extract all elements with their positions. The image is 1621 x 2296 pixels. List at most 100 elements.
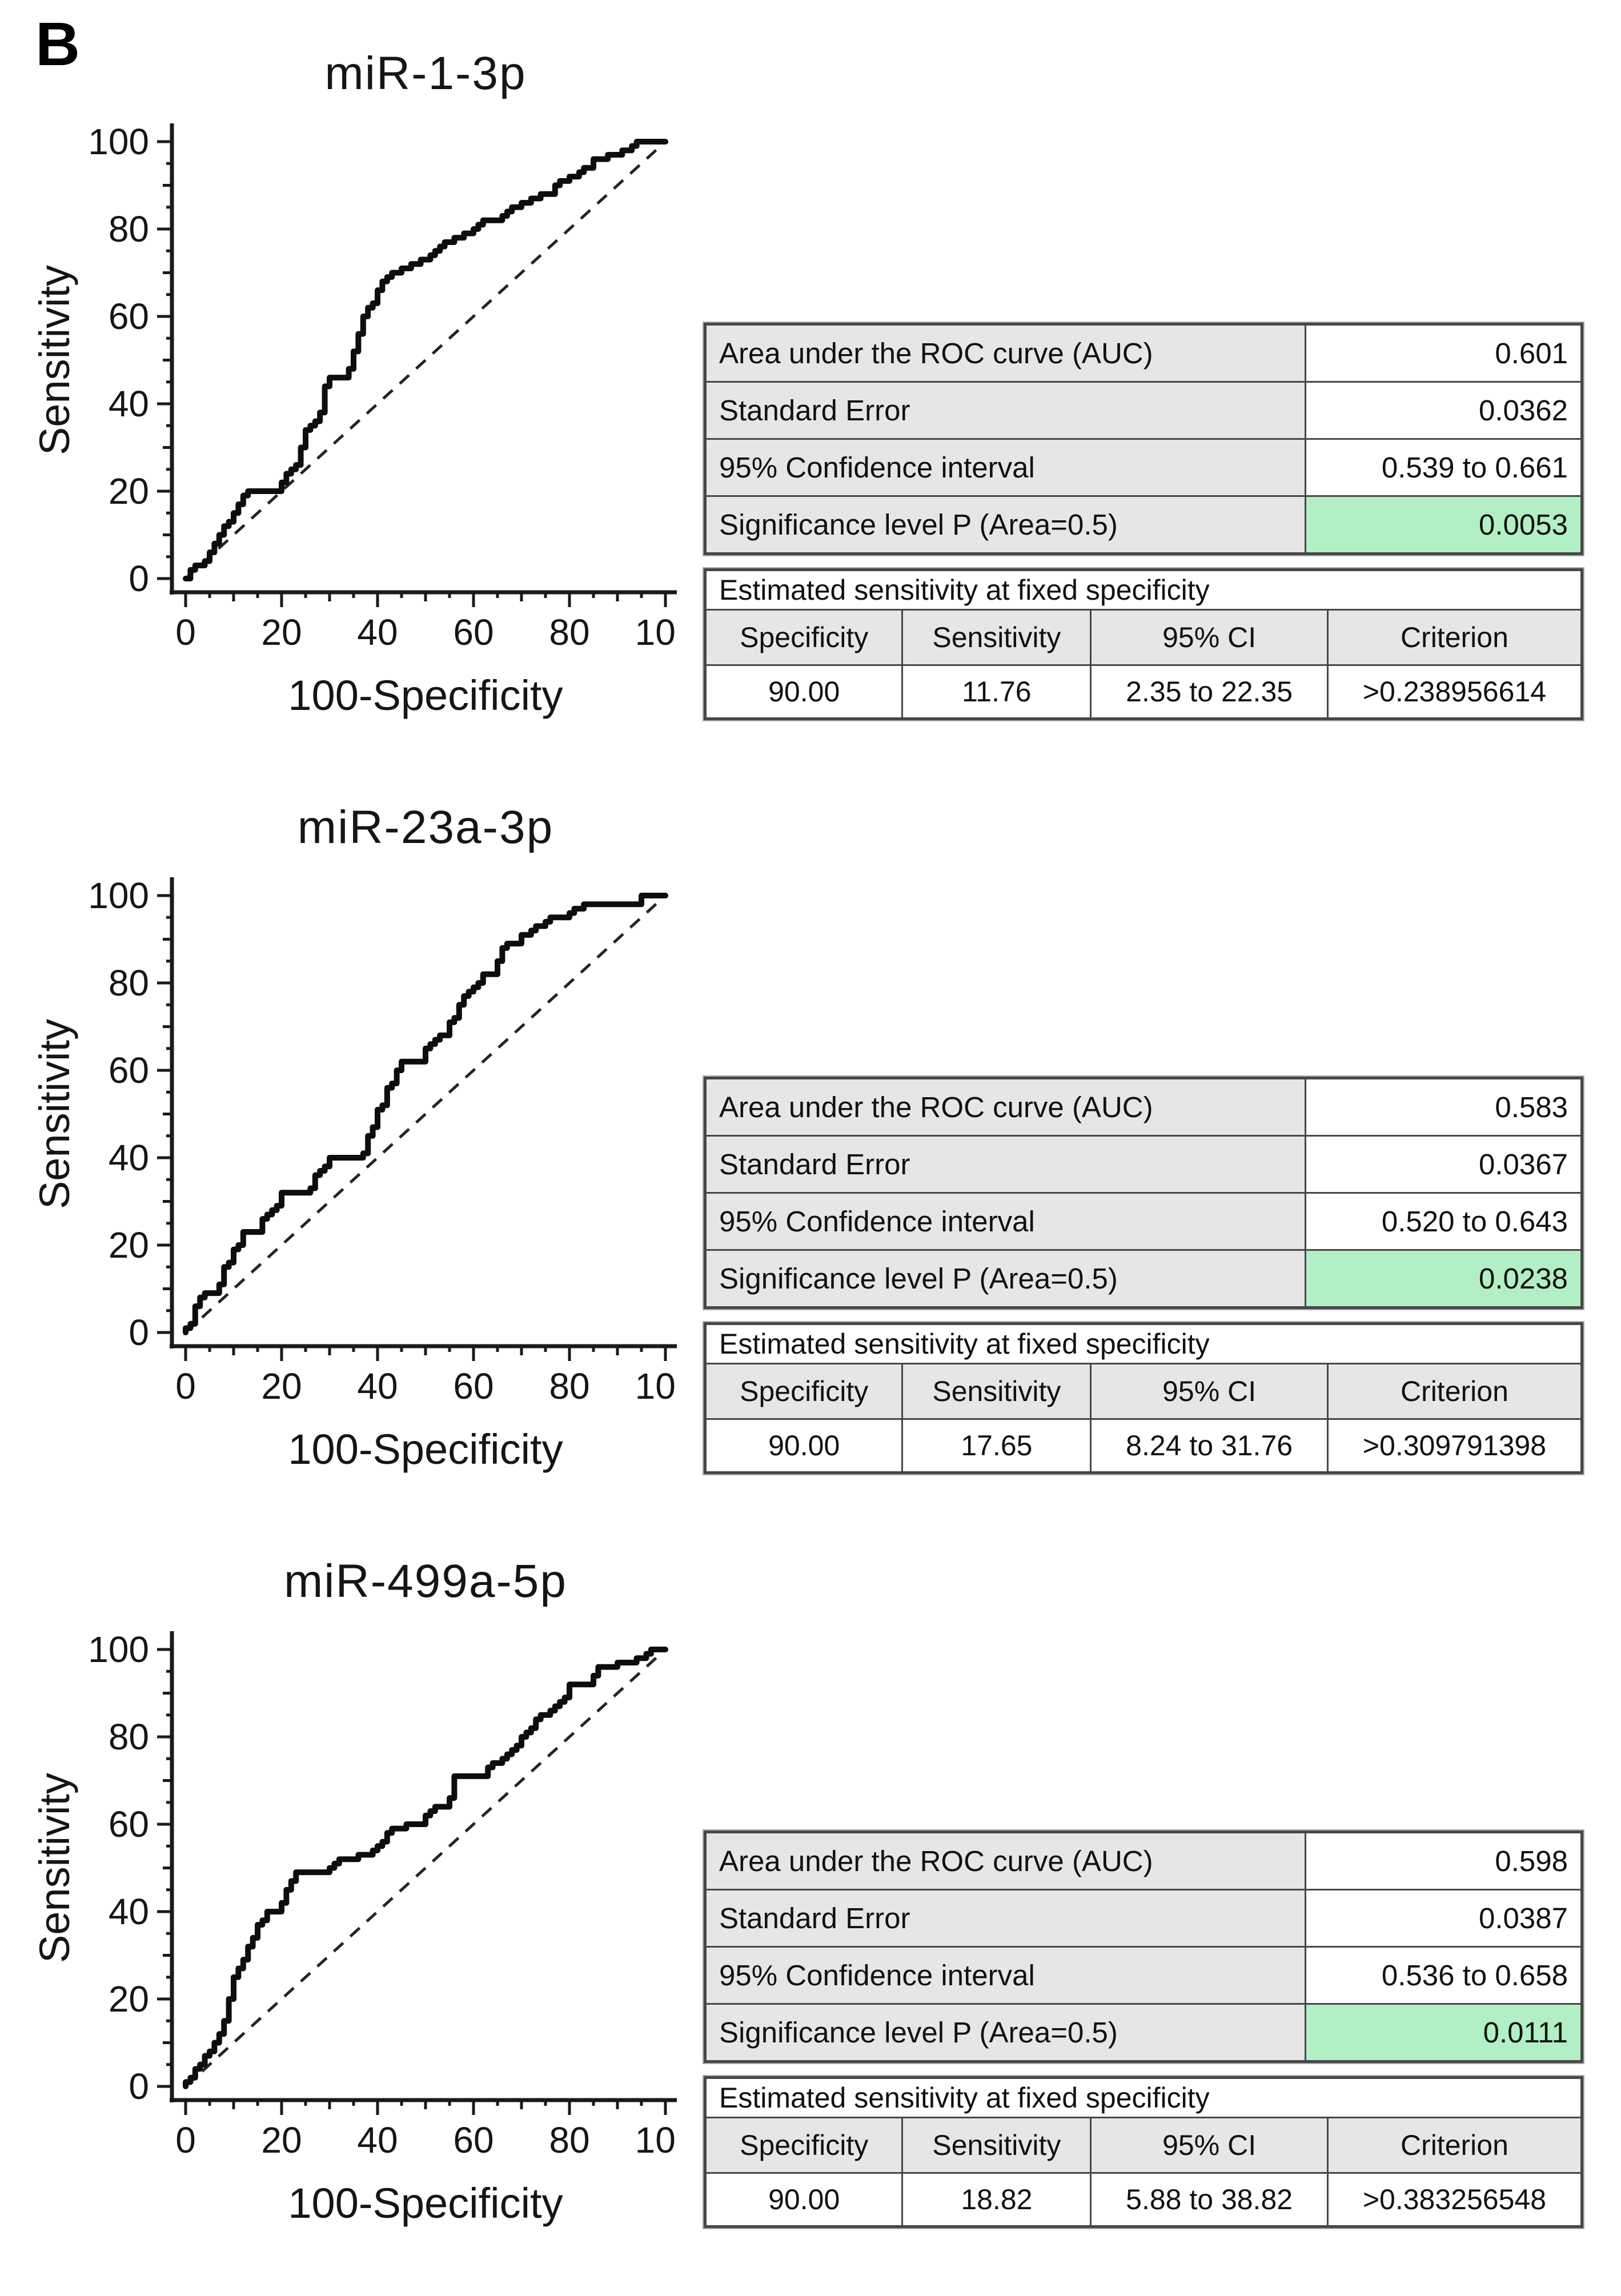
table-row: Significance level P (Area=0.5) 0.0238	[704, 1249, 1583, 1308]
stat-value: 0.0367	[1305, 1135, 1583, 1194]
stat-label: Standard Error	[704, 1889, 1307, 1948]
specificity-value: 90.00	[704, 1418, 904, 1474]
roc-plot-mir-23a-3p: 0 20 40 60 80 100 0 20 40 60 80 100 Sensitivity 100-S…	[31, 875, 677, 1473]
stats-tables: Area under the ROC curve (AUC) 0.583 Stan…	[704, 788, 1583, 1542]
column-header: 95% CI	[1090, 609, 1329, 666]
stats-tables: Area under the ROC curve (AUC) 0.601 Stan…	[704, 34, 1583, 788]
svg-text:100: 100	[635, 612, 677, 653]
plot-title: miR-499a-5p	[284, 1555, 567, 1607]
sensitivity-value: 11.76	[901, 664, 1092, 720]
sensitivity-table-title: Estimated sensitivity at fixed specifici…	[704, 2077, 1583, 2118]
svg-text:0: 0	[129, 558, 149, 599]
p-value-highlighted: 0.0111	[1305, 2003, 1583, 2062]
svg-text:60: 60	[109, 296, 149, 337]
sensitivity-value: 17.65	[901, 1418, 1092, 1474]
stat-label: Significance level P (Area=0.5)	[704, 1249, 1307, 1308]
roc-plot-mir-1-3p: 0 20 40 60 80 100 0 20 40 60 80 100 Sensitivity 100-S…	[31, 121, 677, 719]
stat-value: 0.583	[1305, 1077, 1583, 1137]
ci-value: 5.88 to 38.82	[1090, 2172, 1329, 2227]
sensitivity-table: Estimated sensitivity at fixed specifici…	[704, 2076, 1583, 2228]
table-row: 95% Confidence interval 0.520 to 0.643	[704, 1192, 1583, 1251]
stat-value: 0.601	[1305, 323, 1583, 383]
svg-text:Sensitivity: Sensitivity	[31, 265, 78, 455]
table-row: 90.00 17.65 8.24 to 31.76 >0.309791398	[704, 1418, 1583, 1474]
svg-text:40: 40	[357, 2120, 398, 2161]
svg-text:100: 100	[88, 875, 149, 916]
svg-text:60: 60	[453, 1366, 493, 1407]
specificity-value: 90.00	[704, 2172, 904, 2227]
stat-value: 0.598	[1305, 1831, 1583, 1890]
svg-text:100: 100	[635, 2120, 677, 2161]
stat-label: 95% Confidence interval	[704, 438, 1307, 497]
stat-value: 0.539 to 0.661	[1305, 438, 1583, 497]
table-row: 90.00 18.82 5.88 to 38.82 >0.383256548	[704, 2172, 1583, 2227]
auc-stats-table: Area under the ROC curve (AUC) 0.583 Stan…	[704, 1077, 1583, 1309]
column-header: Sensitivity	[901, 1363, 1092, 1420]
svg-text:Sensitivity: Sensitivity	[31, 1773, 78, 1963]
sensitivity-table: Estimated sensitivity at fixed specifici…	[704, 1322, 1583, 1474]
svg-text:0: 0	[175, 2120, 196, 2161]
criterion-value: >0.383256548	[1326, 2172, 1583, 2227]
table-row: Specificity Sensitivity 95% CI Criterion	[704, 1363, 1583, 1420]
stat-label: Area under the ROC curve (AUC)	[704, 1077, 1307, 1137]
column-header: Specificity	[704, 609, 904, 666]
stat-value: 0.536 to 0.658	[1305, 1946, 1583, 2005]
sensitivity-table: Estimated sensitivity at fixed specifici…	[704, 568, 1583, 720]
table-row: Standard Error 0.0387	[704, 1889, 1583, 1948]
column-header: Criterion	[1326, 1363, 1583, 1420]
sensitivity-table-title: Estimated sensitivity at fixed specifici…	[704, 569, 1583, 611]
table-row: Significance level P (Area=0.5) 0.0111	[704, 2003, 1583, 2062]
svg-text:0: 0	[175, 1366, 196, 1407]
svg-text:40: 40	[109, 1891, 149, 1932]
column-header: Specificity	[704, 2117, 904, 2174]
ci-value: 8.24 to 31.76	[1090, 1418, 1329, 1474]
stat-label: Standard Error	[704, 1135, 1307, 1194]
column-header: Sensitivity	[901, 609, 1092, 666]
svg-text:100: 100	[635, 1366, 677, 1407]
svg-text:100-Specificity: 100-Specificity	[288, 672, 563, 719]
table-row: 95% Confidence interval 0.536 to 0.658	[704, 1946, 1583, 2005]
svg-text:40: 40	[109, 383, 149, 424]
svg-text:60: 60	[453, 2120, 493, 2161]
panel-mir-1-3p: miR-1-3p 0 20 40 60 80 100 0 20 40 60 80 100 Sensiti…	[0, 34, 1621, 788]
stat-value: 0.520 to 0.643	[1305, 1192, 1583, 1251]
stat-value: 0.0387	[1305, 1889, 1583, 1948]
stat-label: Significance level P (Area=0.5)	[704, 495, 1307, 555]
stat-label: Standard Error	[704, 381, 1307, 440]
table-row: 90.00 11.76 2.35 to 22.35 >0.238956614	[704, 664, 1583, 720]
panel-mir-499a-5p: miR-499a-5p 0 20 40 60 80 100 0 20 40 60 80 100 Sens…	[0, 1542, 1621, 2296]
svg-text:100-Specificity: 100-Specificity	[288, 1426, 563, 1473]
table-row: Specificity Sensitivity 95% CI Criterion	[704, 2117, 1583, 2174]
svg-text:Sensitivity: Sensitivity	[31, 1019, 78, 1209]
column-header: 95% CI	[1090, 2117, 1329, 2174]
svg-text:0: 0	[175, 612, 196, 653]
svg-text:100: 100	[88, 1629, 149, 1670]
criterion-value: >0.309791398	[1326, 1418, 1583, 1474]
table-row: 95% Confidence interval 0.539 to 0.661	[704, 438, 1583, 497]
stat-label: Significance level P (Area=0.5)	[704, 2003, 1307, 2062]
table-row: Area under the ROC curve (AUC) 0.598	[704, 1831, 1583, 1890]
table-row: Estimated sensitivity at fixed specifici…	[704, 1323, 1583, 1364]
svg-text:80: 80	[109, 1716, 149, 1757]
ci-value: 2.35 to 22.35	[1090, 664, 1329, 720]
auc-stats-table: Area under the ROC curve (AUC) 0.598 Stan…	[704, 1831, 1583, 2063]
stat-label: Area under the ROC curve (AUC)	[704, 1831, 1307, 1890]
svg-text:60: 60	[109, 1804, 149, 1845]
stat-label: 95% Confidence interval	[704, 1946, 1307, 2005]
roc-plot-mir-499a-5p: 0 20 40 60 80 100 0 20 40 60 80 100 Sensitivity 100-S…	[31, 1629, 677, 2227]
sensitivity-value: 18.82	[901, 2172, 1092, 2227]
svg-text:100-Specificity: 100-Specificity	[288, 2179, 563, 2227]
column-header: Criterion	[1326, 609, 1583, 666]
svg-text:20: 20	[261, 612, 302, 653]
column-header: Specificity	[704, 1363, 904, 1420]
stats-tables: Area under the ROC curve (AUC) 0.598 Stan…	[704, 1542, 1583, 2296]
svg-text:40: 40	[357, 1366, 398, 1407]
panel-label-b: B	[35, 9, 80, 78]
svg-text:0: 0	[129, 2066, 149, 2107]
svg-text:80: 80	[109, 208, 149, 250]
svg-text:20: 20	[109, 1225, 149, 1266]
table-row: Area under the ROC curve (AUC) 0.583	[704, 1077, 1583, 1137]
svg-text:60: 60	[453, 612, 493, 653]
plot-title: miR-1-3p	[324, 47, 527, 99]
